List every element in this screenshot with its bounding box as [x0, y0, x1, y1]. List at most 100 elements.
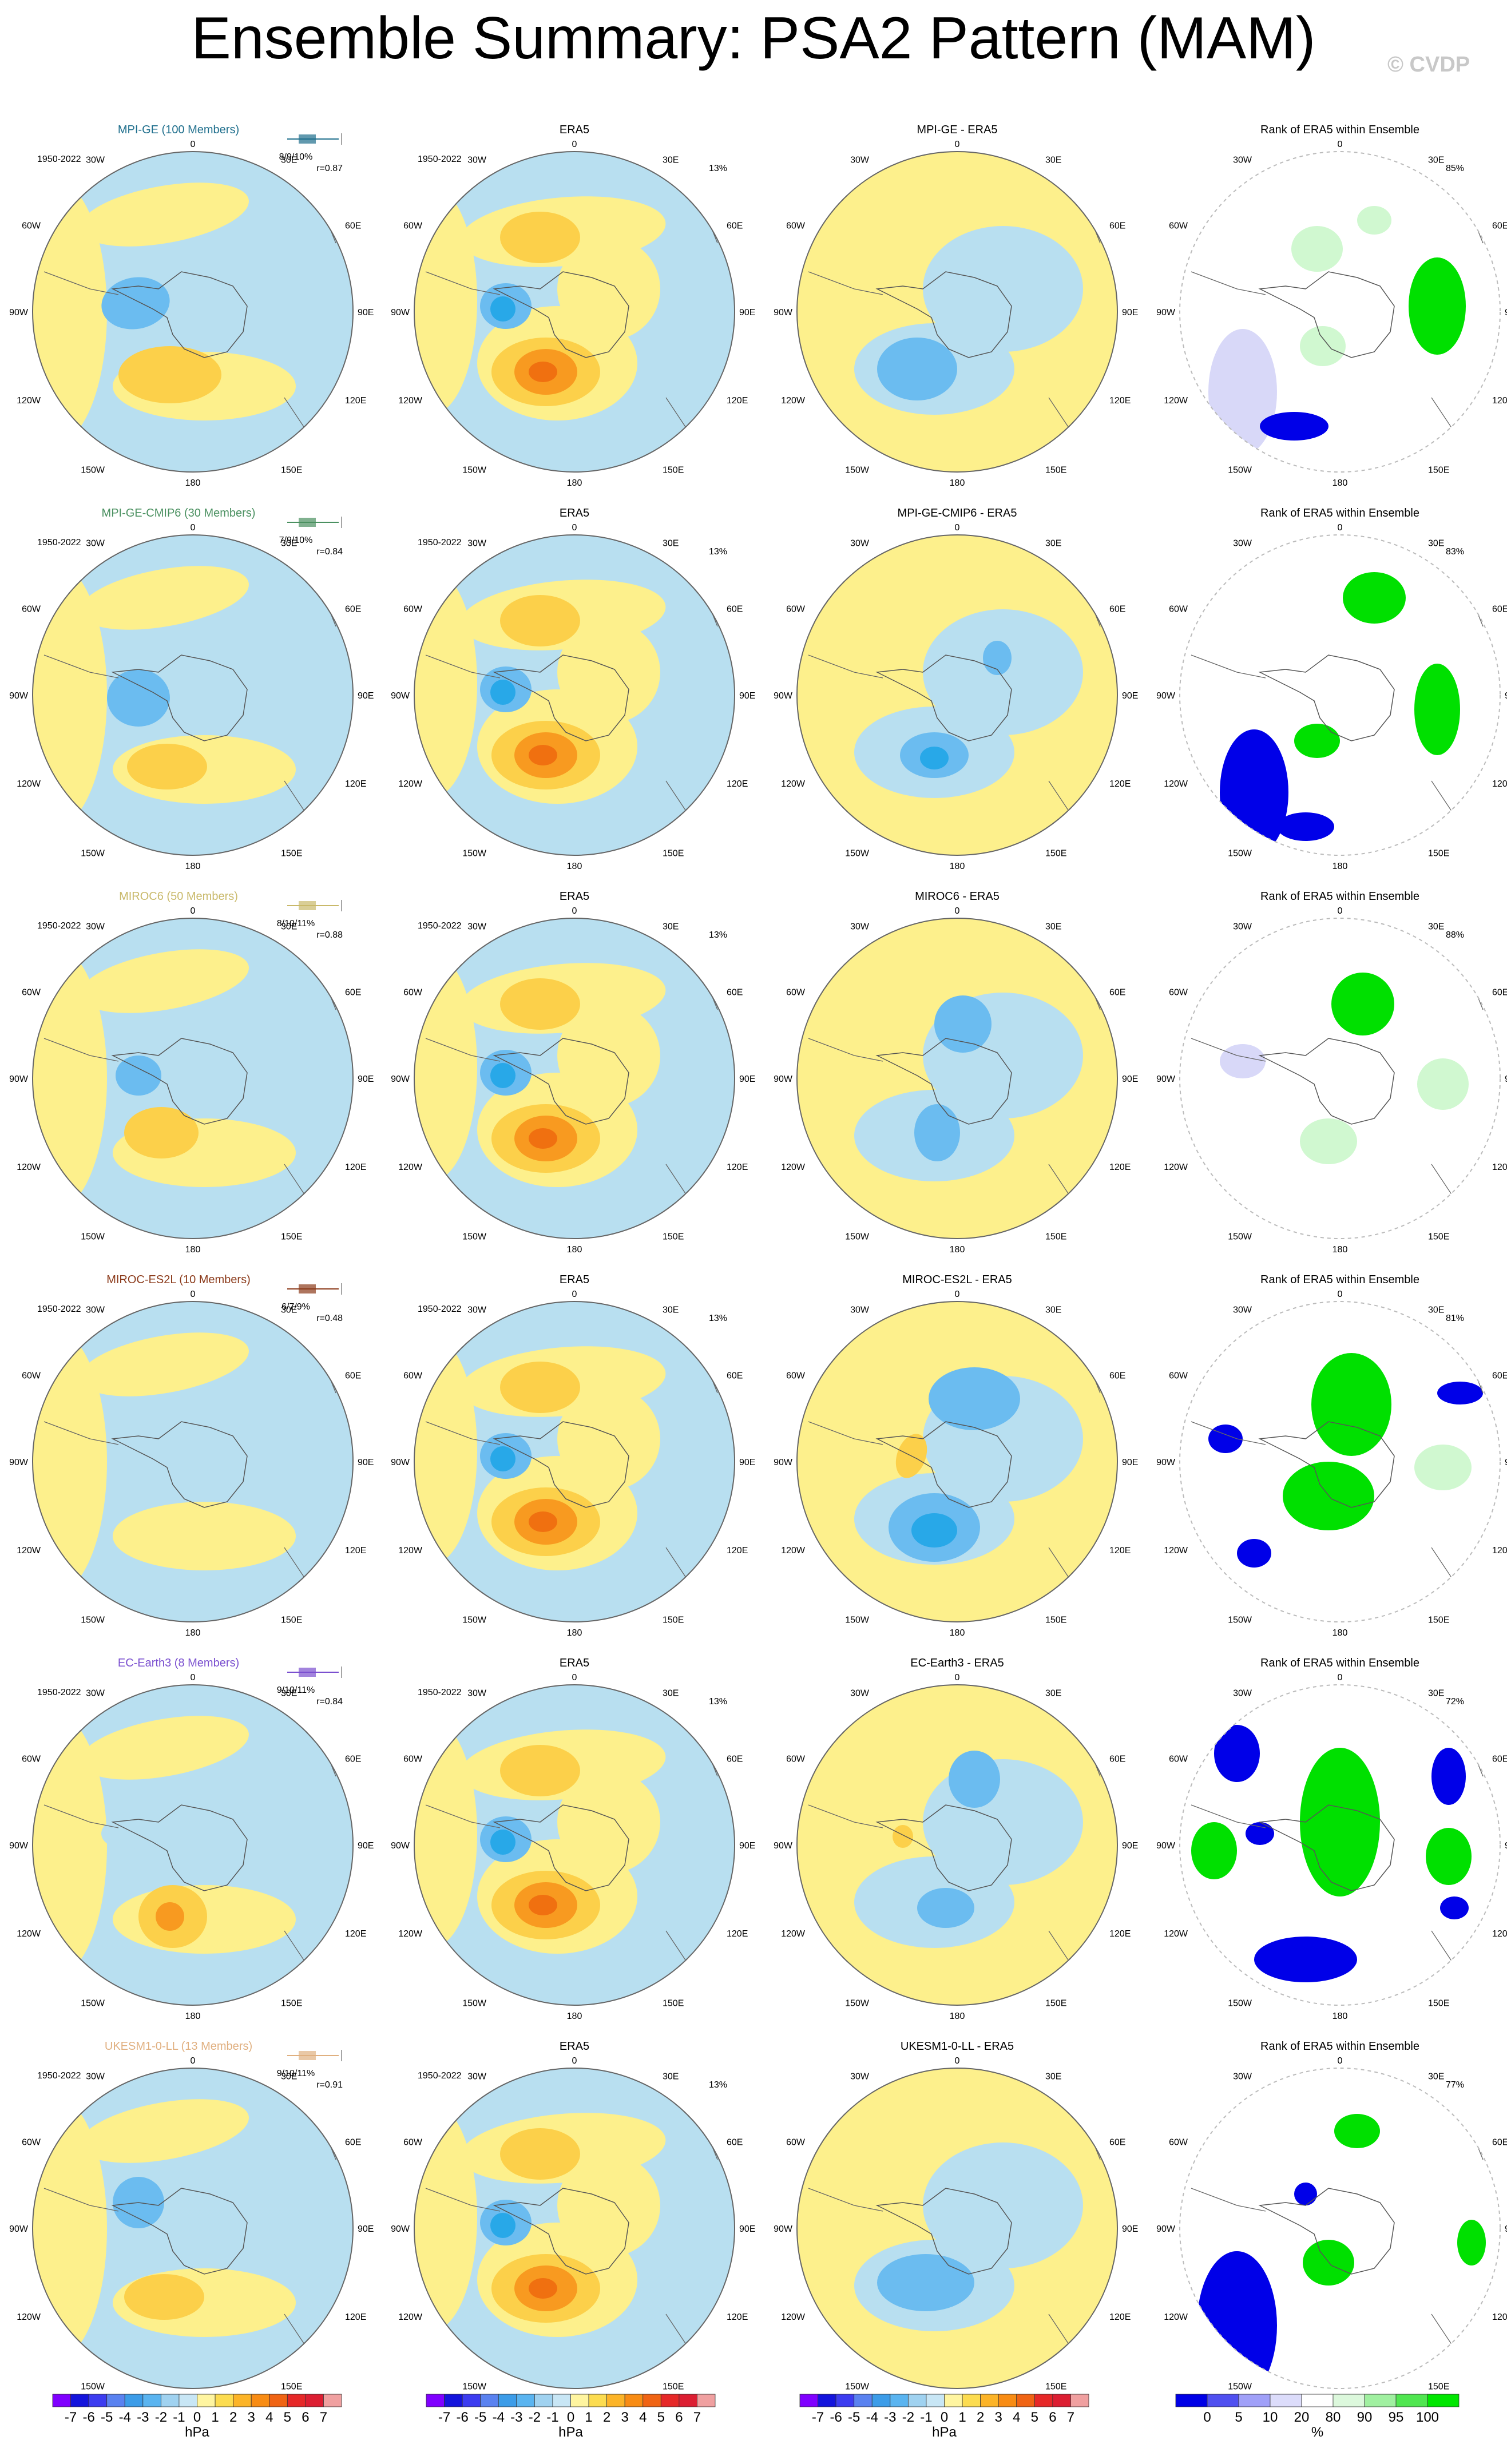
- obs-title: ERA5: [560, 124, 589, 136]
- map-field: [797, 918, 1117, 1239]
- lon-label: 90W: [391, 1458, 410, 1467]
- lon-label: 30E: [1045, 1689, 1061, 1699]
- lon-label: 180: [185, 862, 201, 871]
- colorbar-swatch: [215, 2394, 234, 2407]
- panel-era5: ERA5 1950-2022 13% 0 180 90W 90E 30W 60W 30E 60E 12…: [391, 890, 755, 1255]
- contour-blob: [490, 2213, 515, 2238]
- contour-blob: [557, 621, 660, 724]
- colorbar-swatch: [588, 2394, 608, 2407]
- panel-difference: MPI-GE-CMIP6 - ERA5 0 180 90W 90E 30W 60W 30E 60…: [774, 507, 1138, 871]
- contour-blob: [80, 949, 249, 1013]
- lon-label: 90E: [1122, 691, 1138, 701]
- colorbar-swatch: [854, 2394, 873, 2407]
- lon-label: 90E: [1505, 1074, 1507, 1084]
- map-border: [32, 1684, 354, 2006]
- colorbar-swatch: [480, 2394, 499, 2407]
- colorbar-tick-label: 6: [675, 2410, 683, 2425]
- lon-label: 60E: [1109, 2137, 1125, 2147]
- lon-label: 120W: [17, 396, 41, 406]
- model-title: MPI-GE (100 Members): [118, 124, 239, 136]
- lon-label: 120E: [1492, 1929, 1507, 1939]
- model-title: MIROC-ES2L (10 Members): [106, 1273, 251, 1286]
- contour-blob: [414, 2102, 477, 2331]
- map-border: [1179, 1684, 1501, 2006]
- colorbar-tick-label: 0: [193, 2410, 201, 2425]
- colorbar-tick-label: 1: [585, 2410, 592, 2425]
- lon-label: 120W: [398, 779, 423, 789]
- lon-label: 90E: [1505, 1458, 1507, 1467]
- lon-label: 60W: [403, 221, 423, 231]
- spread-box: [299, 2051, 316, 2060]
- lon-label: 60W: [403, 987, 423, 997]
- lon-label: 150W: [81, 849, 105, 859]
- model-title: MPI-GE-CMIP6 (30 Members): [102, 507, 256, 519]
- lon-label: 180: [950, 1245, 965, 1255]
- lon-label: 0: [1338, 140, 1343, 149]
- lon-label: 90W: [774, 2224, 793, 2234]
- lon-label: 120E: [345, 1162, 366, 1172]
- lon-label: 0: [191, 140, 196, 149]
- antarctica-coastline: [875, 271, 1012, 358]
- model-title: UKESM1-0-LL (13 Members): [105, 2040, 252, 2053]
- contour-blob: [80, 2099, 249, 2163]
- lon-label: 120E: [727, 2312, 748, 2322]
- colorbar-tick-label: -1: [173, 2410, 185, 2425]
- lon-label: 90W: [391, 2224, 410, 2234]
- rank-blob: [1283, 1462, 1374, 1530]
- map-border: [32, 534, 354, 856]
- lon-label: 60W: [786, 2137, 806, 2147]
- rank-blob: [1409, 257, 1466, 355]
- pattern-correlation: r=0.84: [316, 547, 343, 557]
- lon-label: 60E: [727, 604, 743, 614]
- obs-title: ERA5: [560, 1657, 589, 1669]
- lon-label: 30W: [850, 156, 870, 165]
- lon-label: 0: [572, 2056, 577, 2066]
- contour-blob: [923, 226, 1083, 352]
- contour-blob: [33, 180, 107, 443]
- lon-label: 30E: [281, 539, 297, 549]
- contour-blob: [893, 1825, 913, 1848]
- difference-title: MPI-GE-CMIP6 - ERA5: [898, 507, 1017, 519]
- obs-variance: 13%: [709, 1697, 727, 1707]
- lon-label: 30W: [1233, 2072, 1252, 2082]
- lon-label: 60E: [727, 221, 743, 231]
- lon-label: 60E: [727, 1754, 743, 1764]
- south-america-coastline: [808, 1038, 883, 1062]
- colorbar-swatch: [1270, 2394, 1302, 2407]
- panel-rank: Rank of ERA5 within Ensemble 85% 0 180 90W 90…: [1156, 124, 1507, 488]
- colorbar-tick-label: -1: [546, 2410, 558, 2425]
- lon-label: 120W: [17, 779, 41, 789]
- colorbar-swatch: [799, 2394, 818, 2407]
- lon-label: 120E: [345, 2312, 366, 2322]
- obs-variance: 13%: [709, 1314, 727, 1323]
- panel-era5: ERA5 1950-2022 13% 0 180 90W 90E 30W 60W 30E 60E 12…: [391, 1273, 755, 1638]
- south-america-coastline: [43, 1421, 119, 1445]
- colorbar-swatch: [660, 2394, 680, 2407]
- south-america-coastline: [425, 271, 501, 295]
- south-america-coastline: [43, 654, 119, 679]
- lon-label: 30W: [850, 2072, 870, 2082]
- colorbar-tick-label: 3: [995, 2410, 1002, 2425]
- lon-label: 30W: [467, 922, 487, 932]
- lon-label: 90E: [1122, 2224, 1138, 2234]
- map-border: [414, 1301, 735, 1622]
- lon-label: 120W: [398, 1929, 423, 1939]
- antarctica-coastline: [493, 1804, 629, 1891]
- lon-label: 30E: [281, 1689, 297, 1699]
- antarctica-coastline: [875, 1038, 1012, 1125]
- colorbar-swatch: [142, 2394, 161, 2407]
- map-border: [796, 534, 1118, 856]
- lon-label: 30W: [1233, 539, 1252, 549]
- antarctica-coastline: [493, 2188, 629, 2275]
- colorbar-unit: hPa: [558, 2425, 583, 2440]
- map-field: [414, 535, 735, 855]
- lon-label: 60E: [1492, 2137, 1507, 2147]
- contour-blob: [80, 182, 249, 247]
- panel-rank: Rank of ERA5 within Ensemble 88% 0 180 90W 90…: [1156, 890, 1507, 1255]
- antarctica-coastline: [111, 271, 248, 358]
- lon-label: 30E: [663, 156, 679, 165]
- lon-label: 30E: [663, 539, 679, 549]
- colorbar-tick-label: -2: [155, 2410, 167, 2425]
- lon-label: 60W: [403, 1371, 423, 1380]
- rank-blob: [1331, 973, 1394, 1035]
